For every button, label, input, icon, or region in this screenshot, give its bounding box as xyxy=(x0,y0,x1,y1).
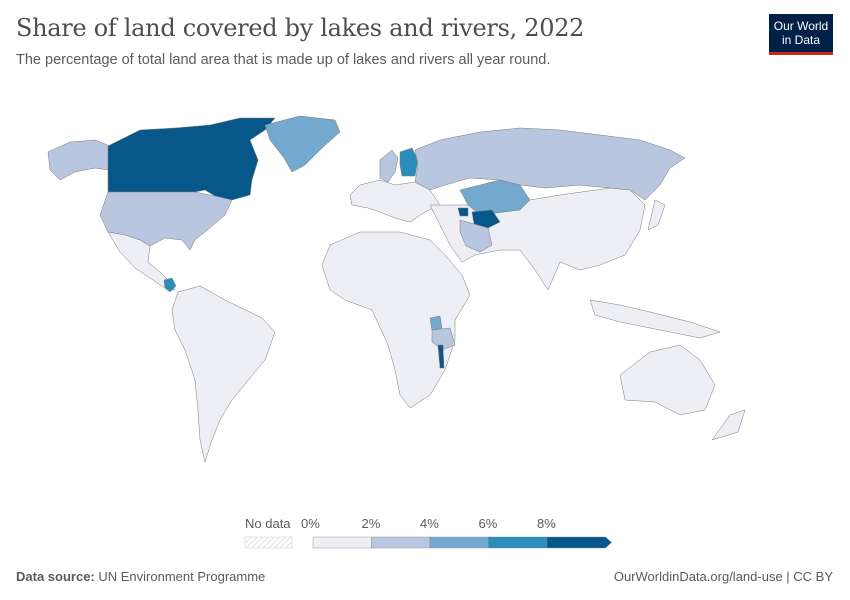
legend-tick-label: 2% xyxy=(361,516,381,531)
legend-bin-swatch xyxy=(546,536,612,549)
region-canada[interactable] xyxy=(107,117,276,201)
source-label: Data source: xyxy=(16,569,95,584)
region-alaska[interactable] xyxy=(47,139,111,181)
logo-line-2: in Data xyxy=(781,33,821,47)
region-russia[interactable] xyxy=(414,127,686,201)
legend-bin-swatch xyxy=(429,536,489,549)
source-link[interactable]: OurWorldinData.org/land-use | CC BY xyxy=(613,569,833,584)
region-finland[interactable] xyxy=(399,147,419,177)
region-new-zealand[interactable] xyxy=(711,409,746,441)
legend-bin-swatch xyxy=(488,536,548,549)
owid-logo[interactable]: Our World in Data xyxy=(769,14,833,55)
legend-tick-label: 4% xyxy=(420,516,439,531)
legend-no-data-swatch xyxy=(244,536,293,549)
legend-scale xyxy=(244,536,612,549)
region-africa[interactable] xyxy=(321,231,471,409)
region-iran[interactable] xyxy=(459,219,493,253)
region-europe[interactable] xyxy=(349,179,441,223)
legend-tick-label: 0% xyxy=(301,516,320,531)
region-australia[interactable] xyxy=(619,344,716,416)
logo-line-1: Our World xyxy=(773,19,829,33)
region-japan[interactable] xyxy=(647,199,666,231)
region-south-america[interactable] xyxy=(171,285,276,463)
region-azerbaijan[interactable] xyxy=(457,207,469,217)
legend-tick-label: 8% xyxy=(537,516,556,531)
data-source: Data source: UN Environment Programme xyxy=(16,569,265,584)
legend-bin-swatch xyxy=(312,536,372,549)
chart-subtitle: The percentage of total land area that i… xyxy=(16,52,551,68)
region-asia[interactable] xyxy=(429,187,646,291)
region-southeast-asia[interactable] xyxy=(589,299,721,339)
chart-title: Share of land covered by lakes and river… xyxy=(16,14,585,42)
region-greenland[interactable] xyxy=(264,115,341,173)
region-sweden[interactable] xyxy=(379,149,399,183)
region-tanzania[interactable] xyxy=(431,327,456,351)
legend-bin-swatch xyxy=(371,536,431,549)
region-malawi[interactable] xyxy=(437,344,445,369)
region-nicaragua[interactable] xyxy=(163,277,177,293)
world-map[interactable] xyxy=(0,100,850,500)
map-legend: No data 0% 2% 4% 6% 8% xyxy=(240,514,620,554)
region-turkmenistan[interactable] xyxy=(471,209,501,229)
region-uganda[interactable] xyxy=(429,315,443,331)
source-value: UN Environment Programme xyxy=(98,569,266,584)
legend-tick-label: 6% xyxy=(478,516,498,531)
legend-no-data-label: No data xyxy=(245,516,291,531)
